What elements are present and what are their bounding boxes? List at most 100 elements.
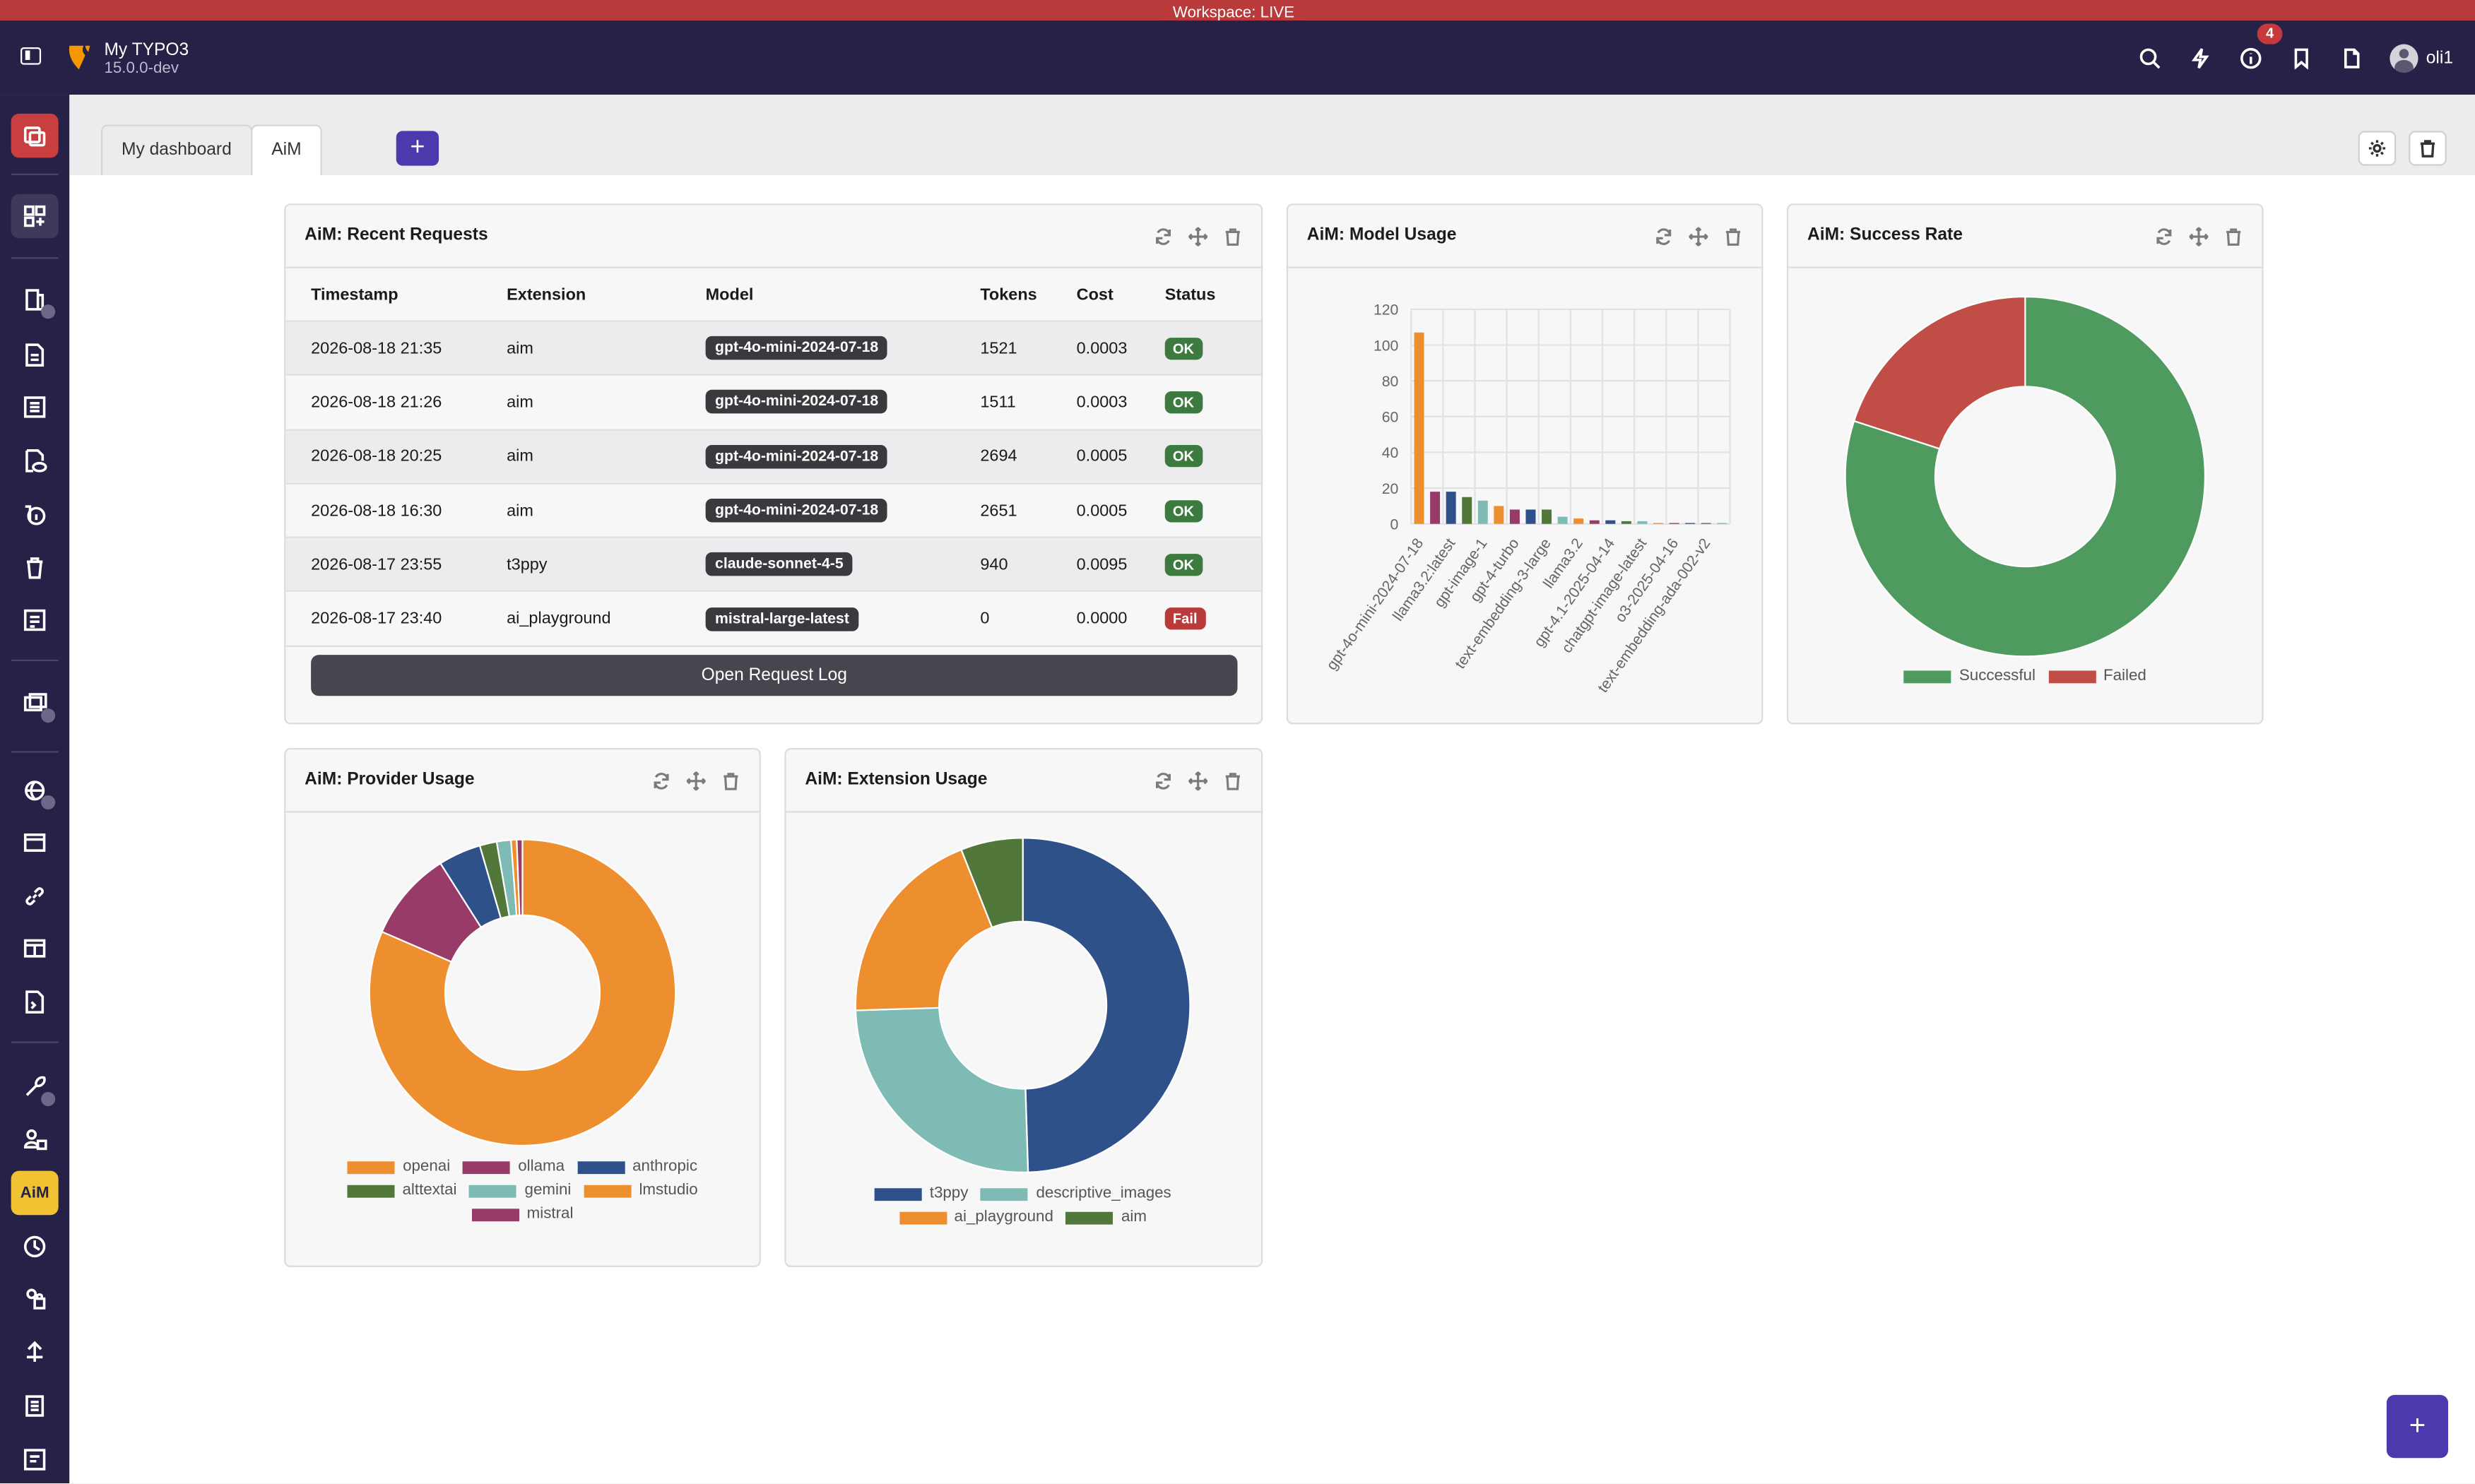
- bar[interactable]: [1621, 521, 1631, 524]
- legend-item[interactable]: gemini: [469, 1182, 571, 1199]
- site-name[interactable]: My TYPO3: [104, 41, 189, 60]
- delete-dashboard-button[interactable]: [2409, 131, 2447, 166]
- user-name[interactable]: oli1: [2426, 49, 2454, 69]
- dashboard-settings-button[interactable]: [2358, 131, 2397, 166]
- page-module-icon[interactable]: [11, 333, 59, 377]
- model-pill: gpt-4o-mini-2024-07-18: [705, 444, 888, 468]
- trash-icon[interactable]: [720, 770, 740, 790]
- bar[interactable]: [1509, 509, 1520, 524]
- bar[interactable]: [1573, 518, 1584, 524]
- pie-slice[interactable]: [854, 1007, 1029, 1173]
- aim-module-icon[interactable]: AiM: [11, 1170, 59, 1216]
- move-icon[interactable]: [2187, 225, 2208, 246]
- trash-icon[interactable]: [1222, 770, 1242, 790]
- log-module-icon[interactable]: [11, 1437, 59, 1482]
- scheduler-module-icon[interactable]: [11, 1225, 59, 1269]
- tab-aim[interactable]: AiM: [251, 124, 322, 175]
- permissions-module-icon[interactable]: [11, 1276, 59, 1321]
- move-icon[interactable]: [1187, 770, 1207, 790]
- refresh-icon[interactable]: [2153, 225, 2173, 246]
- bar[interactable]: [1462, 497, 1472, 524]
- legend-item[interactable]: ollama: [463, 1158, 565, 1175]
- bar[interactable]: [1542, 509, 1552, 524]
- template-module-icon[interactable]: [11, 926, 59, 970]
- user-avatar[interactable]: [2390, 44, 2418, 73]
- refresh-icon[interactable]: [1152, 770, 1173, 790]
- legend-item[interactable]: aim: [1065, 1209, 1147, 1226]
- legend-swatch: [469, 1184, 517, 1197]
- legend-item[interactable]: mistral: [471, 1206, 573, 1223]
- info-module-icon[interactable]: [11, 492, 59, 537]
- bar[interactable]: [1430, 492, 1441, 524]
- column-header: Extension: [507, 285, 586, 305]
- bar[interactable]: [1605, 520, 1616, 524]
- info-icon[interactable]: [2238, 46, 2264, 71]
- widgets-module-icon[interactable]: [11, 194, 59, 239]
- bar[interactable]: [1414, 332, 1424, 524]
- bar[interactable]: [1477, 500, 1488, 524]
- pie-slice[interactable]: [368, 838, 677, 1147]
- legend-item[interactable]: Failed: [2048, 667, 2146, 685]
- legend-item[interactable]: descriptive_images: [981, 1185, 1171, 1202]
- pie-slice[interactable]: [854, 848, 993, 1011]
- pie-slice[interactable]: [516, 838, 524, 916]
- trash-icon[interactable]: [2223, 225, 2243, 246]
- bar[interactable]: [1637, 521, 1648, 524]
- pie-slice[interactable]: [960, 837, 1024, 929]
- refresh-icon[interactable]: [650, 770, 671, 790]
- form-module-icon[interactable]: [11, 598, 59, 643]
- cell-model: gpt-4o-mini-2024-07-18: [705, 430, 888, 482]
- refresh-icon[interactable]: [1152, 225, 1173, 246]
- media-module-icon[interactable]: [11, 682, 59, 726]
- reports-module-icon[interactable]: [11, 1384, 59, 1428]
- tab-my-dashboard[interactable]: My dashboard: [100, 124, 252, 175]
- move-icon[interactable]: [1687, 225, 1708, 246]
- cell-cost: 0.0003: [1076, 393, 1128, 412]
- typo3-logo-icon[interactable]: [65, 42, 93, 71]
- legend-item[interactable]: anthropic: [577, 1158, 697, 1175]
- refresh-icon[interactable]: [1653, 225, 1673, 246]
- open-request-log-button[interactable]: Open Request Log: [311, 655, 1238, 696]
- trash-icon[interactable]: [1222, 225, 1242, 246]
- document-icon[interactable]: [2339, 46, 2365, 71]
- site-module-icon[interactable]: [11, 768, 59, 813]
- script-module-icon[interactable]: [11, 980, 59, 1024]
- view-module-icon[interactable]: [11, 439, 59, 483]
- recycler-module-icon[interactable]: [11, 546, 59, 590]
- search-icon[interactable]: [2137, 46, 2163, 71]
- add-dashboard-button[interactable]: +: [396, 131, 439, 166]
- legend-item[interactable]: t3ppy: [874, 1185, 968, 1202]
- web-module-icon[interactable]: [11, 278, 59, 322]
- legend-swatch: [899, 1211, 947, 1224]
- widget-model-usage: AiM: Model Usage 0 20 40 60 80 100 120 gpt-4o-m…: [1286, 203, 1764, 725]
- bookmark-icon[interactable]: [2288, 46, 2314, 71]
- upgrade-module-icon[interactable]: [11, 1330, 59, 1375]
- users-module-icon[interactable]: [11, 1117, 59, 1162]
- bar[interactable]: [1494, 506, 1504, 524]
- bar[interactable]: [1525, 509, 1536, 524]
- dashboard-module-icon[interactable]: [11, 113, 59, 158]
- admin-tools-module-icon[interactable]: [11, 1065, 59, 1110]
- move-icon[interactable]: [1187, 225, 1207, 246]
- sidebar-toggle-icon[interactable]: [20, 47, 42, 65]
- bar[interactable]: [1446, 492, 1456, 524]
- pie-slice[interactable]: [1853, 295, 2026, 450]
- pie-slice[interactable]: [1844, 295, 2207, 658]
- legend-item[interactable]: alttextai: [347, 1182, 456, 1199]
- list-module-icon[interactable]: [11, 385, 59, 429]
- pie-slice[interactable]: [1022, 837, 1191, 1173]
- bar[interactable]: [1557, 516, 1568, 524]
- legend-item[interactable]: ai_playground: [899, 1209, 1053, 1226]
- table-row: 2026-08-18 21:26 aim gpt-4o-mini-2024-07-1…: [285, 376, 1262, 430]
- legend-item[interactable]: openai: [347, 1158, 450, 1175]
- flash-icon[interactable]: [2187, 46, 2213, 71]
- widget-title: AiM: Extension Usage: [805, 770, 988, 790]
- legend-item[interactable]: lmstudio: [584, 1182, 698, 1199]
- add-widget-button[interactable]: +: [2386, 1394, 2449, 1459]
- move-icon[interactable]: [685, 770, 706, 790]
- sites-module-icon[interactable]: [11, 821, 59, 865]
- link-module-icon[interactable]: [11, 874, 59, 919]
- legend-item[interactable]: Successful: [1903, 667, 2036, 685]
- bar[interactable]: [1589, 520, 1600, 524]
- trash-icon[interactable]: [1722, 225, 1742, 246]
